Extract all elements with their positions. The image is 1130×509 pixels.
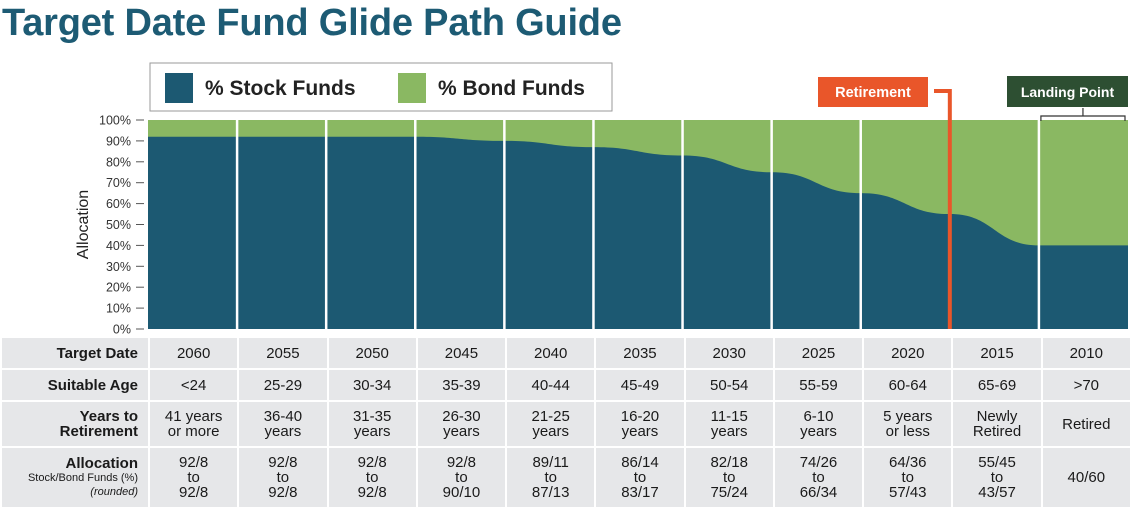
- glide-path-chart: 0% 10% 20% 30% 40% 50% 60% 70% 80% 90% 100% Allocat…: [75, 62, 1128, 337]
- table-cell: <24: [147, 368, 240, 402]
- y-tick-label: 30%: [106, 260, 131, 274]
- y-tick-label: 20%: [106, 281, 131, 295]
- years-to-retirement-row: Years to Retirement 41 years or more 36-40 ye…: [0, 400, 1130, 448]
- table-cell: 60-64: [862, 368, 954, 402]
- legend-label: % Bond Funds: [438, 77, 585, 100]
- table-cell: 2035: [594, 336, 686, 370]
- target-date-row: Target Date 2060 2055 2050 2045 2040 2035 2030 2…: [0, 336, 1130, 370]
- table-cell: 86/14 to 83/17: [594, 446, 686, 509]
- table-cell: 5 years or less: [862, 400, 954, 448]
- table-cell: 16-20 years: [594, 400, 686, 448]
- table-cell: 65-69: [951, 368, 1043, 402]
- table-cell: 2050: [326, 336, 418, 370]
- legend-swatch: [165, 73, 193, 103]
- y-tick-label: 90%: [106, 134, 131, 148]
- y-axis-label: Allocation: [75, 190, 92, 259]
- retirement-line: [934, 89, 952, 329]
- table-cell: 2060: [147, 336, 240, 370]
- table-cell: 36-40 years: [237, 400, 329, 448]
- table-cell: 74/26 to 66/34: [772, 446, 865, 509]
- landing-point-label: Landing Point: [1021, 84, 1115, 100]
- y-tick-label: 60%: [106, 197, 131, 211]
- table-cell: 92/8 to 92/8: [326, 446, 418, 509]
- table-cell: 55-59: [772, 368, 865, 402]
- legend-label: % Stock Funds: [205, 77, 356, 100]
- table-cell: 31-35 years: [326, 400, 418, 448]
- landing-point-bracket: [1040, 108, 1126, 121]
- table-cell: 25-29: [237, 368, 329, 402]
- row-header: Years to Retirement: [0, 400, 150, 448]
- y-tick-label: 50%: [106, 218, 131, 232]
- page-title: Target Date Fund Glide Path Guide: [2, 2, 622, 44]
- table-cell: Newly Retired: [951, 400, 1043, 448]
- table-cell: 2045: [415, 336, 508, 370]
- y-tick-label: 100%: [99, 114, 131, 128]
- row-header: Target Date: [0, 336, 150, 370]
- table-cell: >70: [1040, 368, 1130, 402]
- y-tick-label: 0%: [113, 323, 131, 337]
- table-cell: 2010: [1040, 336, 1130, 370]
- table-cell: 21-25 years: [505, 400, 597, 448]
- table-cell: 30-34: [326, 368, 418, 402]
- legend-box: [149, 62, 613, 112]
- legend-swatch: [398, 73, 426, 103]
- table-cell: 2025: [772, 336, 865, 370]
- table-cell: 11-15 years: [683, 400, 775, 448]
- table-cell: 40-44: [505, 368, 597, 402]
- table-cell: 41 years or more: [147, 400, 240, 448]
- retirement-tag: [818, 77, 928, 107]
- table-cell: 92/8 to 92/8: [237, 446, 329, 509]
- table-cell: 40/60: [1040, 446, 1130, 509]
- y-tick-label: 70%: [106, 176, 131, 190]
- table-cell: 26-30 years: [415, 400, 508, 448]
- row-header: Suitable Age: [0, 368, 150, 402]
- allocation-row: Allocation Stock/Bond Funds (%) (rounded) 9…: [0, 446, 1130, 509]
- y-tick-label: 40%: [106, 239, 131, 253]
- table-cell: 6-10 years: [772, 400, 865, 448]
- table-cell: 50-54: [683, 368, 775, 402]
- table-cell: Retired: [1040, 400, 1130, 448]
- table-cell: 82/18 to 75/24: [683, 446, 775, 509]
- y-axis: 0% 10% 20% 30% 40% 50% 60% 70% 80% 90% 100% Allocat…: [75, 114, 144, 337]
- plot-area: [148, 120, 1128, 329]
- legend: % Stock Funds % Bond Funds: [149, 62, 613, 112]
- fund-table: Target Date 2060 2055 2050 2045 2040 2035 2030 2…: [0, 336, 1130, 509]
- table-cell: 89/11 to 87/13: [505, 446, 597, 509]
- table-cell: 64/36 to 57/43: [862, 446, 954, 509]
- table-cell: 92/8 to 90/10: [415, 446, 508, 509]
- stock-area: [148, 136, 1128, 329]
- suitable-age-row: Suitable Age <24 25-29 30-34 35-39 40-44 45-49…: [0, 368, 1130, 402]
- table-cell: 35-39: [415, 368, 508, 402]
- retirement-label: Retirement: [835, 85, 911, 101]
- table-cell: 2040: [505, 336, 597, 370]
- y-tick-label: 80%: [106, 155, 131, 169]
- y-tick-label: 10%: [106, 302, 131, 316]
- table-cell: 45-49: [594, 368, 686, 402]
- table-cell: 2015: [951, 336, 1043, 370]
- table-cell: 2055: [237, 336, 329, 370]
- table-cell: 2020: [862, 336, 954, 370]
- annotations: Retirement Landing Point: [818, 76, 1128, 329]
- table-cell: 92/8 to 92/8: [147, 446, 240, 509]
- row-header: Allocation Stock/Bond Funds (%) (rounded): [0, 446, 150, 509]
- table-cell: 55/45 to 43/57: [951, 446, 1043, 509]
- table-cell: 2030: [683, 336, 775, 370]
- landing-point-tag: [1007, 76, 1128, 107]
